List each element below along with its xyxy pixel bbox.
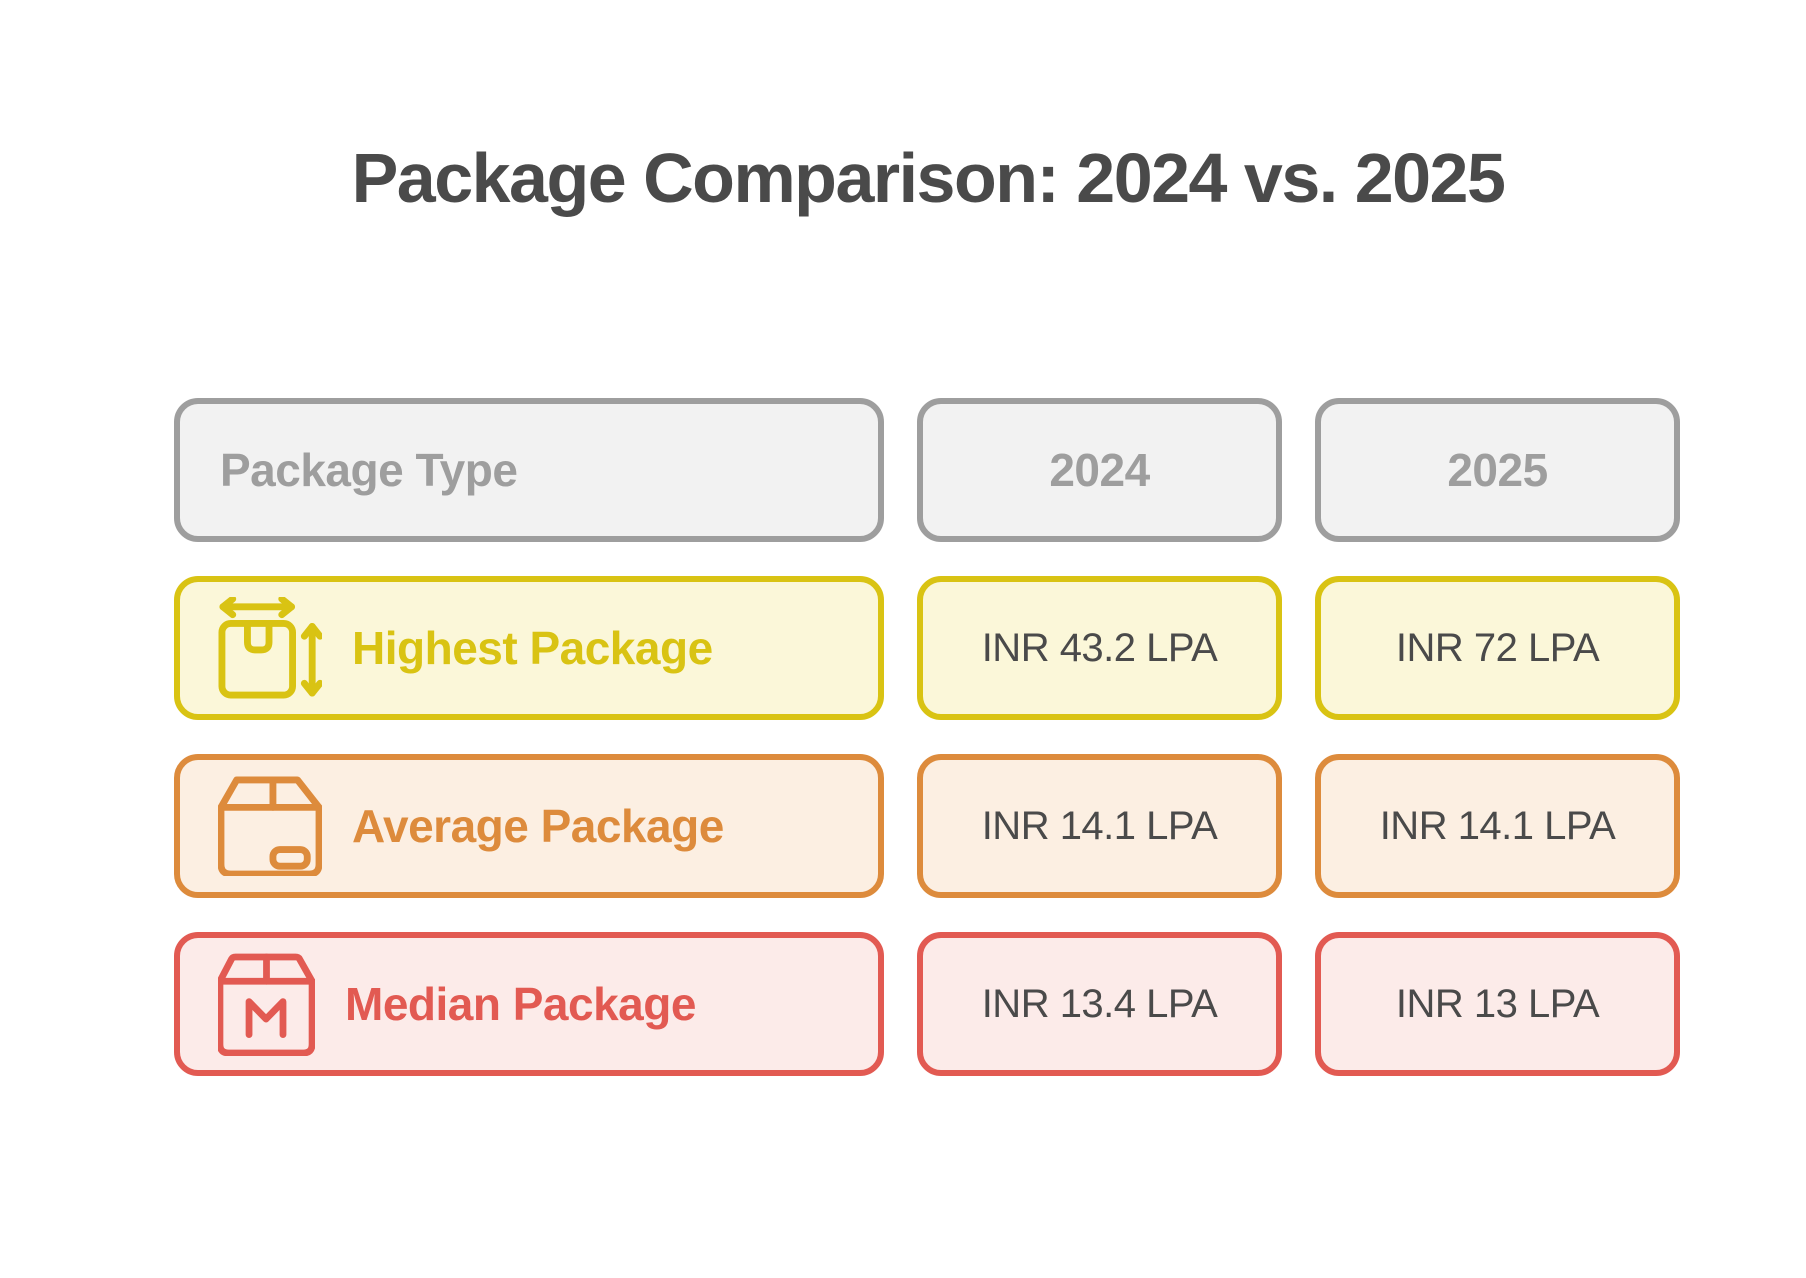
header-label: 2024 bbox=[1049, 444, 1150, 496]
header-cell-2024: 2024 bbox=[917, 398, 1282, 542]
value-text: INR 14.1 LPA bbox=[1379, 803, 1616, 848]
header-cell-2025: 2025 bbox=[1315, 398, 1680, 542]
value-cell-2025: INR 14.1 LPA bbox=[1315, 754, 1680, 898]
row-label: Highest Package bbox=[352, 622, 713, 674]
value-cell-2024: INR 13.4 LPA bbox=[917, 932, 1282, 1076]
value-cell-2024: INR 43.2 LPA bbox=[917, 576, 1282, 720]
header-label: Package Type bbox=[220, 444, 518, 496]
value-cell-2025: INR 13 LPA bbox=[1315, 932, 1680, 1076]
row-label-cell: Average Package bbox=[174, 754, 884, 898]
row-label-cell: Median Package bbox=[174, 932, 884, 1076]
package-box-icon bbox=[218, 776, 322, 876]
value-text: INR 72 LPA bbox=[1395, 625, 1600, 670]
header-cell-package-type: Package Type bbox=[174, 398, 884, 542]
value-text: INR 14.1 LPA bbox=[981, 803, 1218, 848]
row-label-cell: Highest Package bbox=[174, 576, 884, 720]
value-text: INR 13 LPA bbox=[1395, 981, 1600, 1026]
value-cell-2024: INR 14.1 LPA bbox=[917, 754, 1282, 898]
value-text: INR 43.2 LPA bbox=[981, 625, 1218, 670]
package-median-icon bbox=[218, 953, 315, 1056]
page-title: Package Comparison: 2024 vs. 2025 bbox=[351, 139, 1506, 217]
value-text: INR 13.4 LPA bbox=[981, 981, 1218, 1026]
row-label: Median Package bbox=[345, 978, 696, 1030]
value-cell-2025: INR 72 LPA bbox=[1315, 576, 1680, 720]
header-label: 2025 bbox=[1447, 444, 1548, 496]
row-label: Average Package bbox=[352, 800, 724, 852]
comparison-table: Package Type 2024 2025 bbox=[174, 398, 1682, 1076]
package-dimensions-icon bbox=[218, 597, 322, 699]
